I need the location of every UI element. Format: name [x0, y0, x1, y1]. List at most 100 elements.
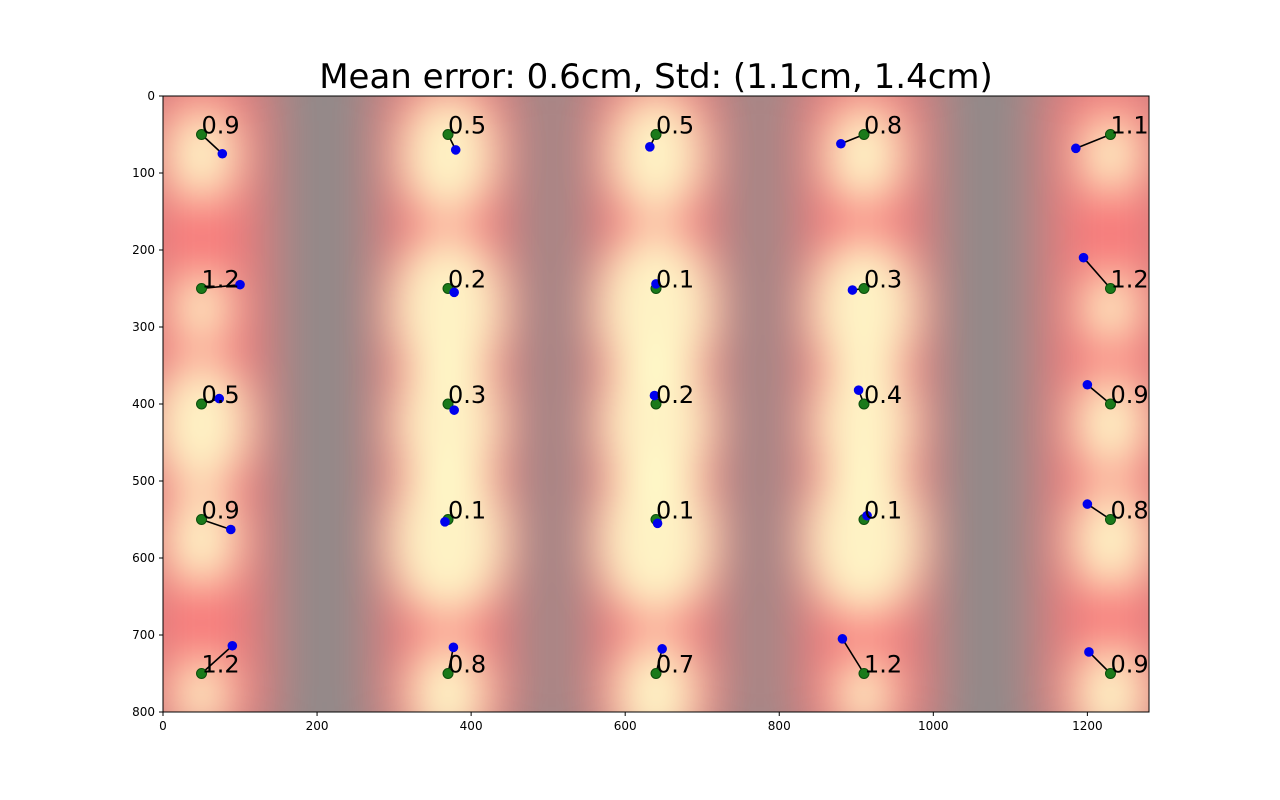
- error-value-label: 0.9: [202, 497, 240, 525]
- predicted-point: [1084, 647, 1094, 657]
- y-tick-label: 800: [132, 705, 155, 719]
- error-line: [841, 638, 865, 674]
- heat-core: [1073, 374, 1148, 474]
- target-point: [858, 668, 870, 679]
- x-tick-label: 1000: [918, 719, 949, 733]
- target-point: [1104, 668, 1116, 679]
- predicted-point: [1078, 252, 1089, 263]
- heat-core: [394, 351, 502, 497]
- target-point: [442, 129, 454, 140]
- error-value-label: 0.2: [656, 381, 694, 409]
- predicted-point: [225, 524, 236, 535]
- heatmap-hotspots: [163, 96, 1149, 712]
- error-value-label: 1.2: [864, 651, 902, 679]
- y-tick-label: 100: [132, 166, 155, 180]
- predicted-point: [652, 518, 663, 529]
- predicted-point: [235, 279, 245, 290]
- error-value-label: 0.3: [448, 381, 486, 409]
- x-tick-label: 600: [614, 719, 637, 733]
- heat-core: [810, 236, 918, 381]
- predicted-point: [853, 385, 864, 395]
- target-point: [196, 668, 208, 679]
- error-value-label: 1.2: [1110, 266, 1148, 294]
- x-tick-label: 400: [460, 719, 483, 733]
- target-point: [858, 129, 870, 140]
- heat-core: [391, 232, 505, 385]
- heat-core: [608, 96, 704, 220]
- x-tick-label: 200: [306, 719, 329, 733]
- target-point: [442, 398, 454, 410]
- predicted-point: [657, 644, 667, 654]
- error-line: [201, 283, 241, 290]
- target-point: [196, 129, 208, 140]
- predicted-point: [1082, 379, 1093, 390]
- heat-core: [596, 228, 716, 389]
- predicted-point: [450, 145, 461, 155]
- heat-core: [804, 459, 924, 620]
- error-value-label: 0.7: [656, 651, 694, 679]
- y-axis-ticks: 0 100 200 300 400 500 600 700 800: [132, 89, 163, 719]
- error-value-label: 0.9: [1110, 381, 1148, 409]
- target-point: [196, 283, 208, 294]
- y-tick-label: 700: [132, 628, 155, 642]
- error-value-label: 0.1: [448, 497, 486, 525]
- error-value-label: 0.9: [1110, 651, 1148, 679]
- heat-core: [173, 655, 230, 712]
- predicted-point: [227, 640, 238, 651]
- x-axis-ticks: 0 200 400 600 800 1000 1200: [159, 712, 1103, 733]
- heat-core: [1082, 270, 1139, 347]
- axes: 0 200 400 600 800 1000 1200 0 100 200 300 400 500 60…: [132, 89, 1150, 733]
- error-value-label: 0.3: [864, 266, 902, 294]
- heat-core: [388, 459, 508, 620]
- error-value-label: 0.8: [448, 651, 486, 679]
- predicted-point: [862, 510, 872, 521]
- error-value-label: 0.5: [202, 381, 240, 409]
- heat-core: [599, 347, 713, 501]
- predicted-point: [651, 279, 661, 289]
- target-point: [858, 283, 870, 294]
- x-tick-label: 0: [159, 719, 167, 733]
- y-tick-label: 600: [132, 551, 155, 565]
- heat-core: [163, 359, 250, 489]
- heat-core: [173, 270, 230, 347]
- y-tick-label: 500: [132, 474, 155, 488]
- predicted-point: [449, 405, 459, 415]
- predicted-point: [847, 285, 858, 295]
- error-line: [1082, 257, 1112, 290]
- y-tick-label: 300: [132, 320, 155, 334]
- predicted-point: [1071, 143, 1081, 154]
- predicted-point: [837, 634, 848, 644]
- error-line: [200, 645, 233, 675]
- error-value-label: 0.5: [656, 112, 694, 140]
- y-tick-label: 400: [132, 397, 155, 411]
- error-value-label: 0.8: [864, 112, 902, 140]
- error-value-label: 1.1: [1110, 112, 1148, 140]
- heat-core: [813, 355, 915, 493]
- error-value-label: 0.1: [864, 497, 902, 525]
- predicted-point: [649, 390, 660, 401]
- target-point: [1104, 129, 1116, 140]
- heat-core: [1070, 486, 1149, 593]
- predicted-point: [836, 138, 846, 149]
- data-marks: [196, 129, 1116, 679]
- error-value-label: 1.2: [202, 651, 240, 679]
- predicted-point: [217, 148, 228, 159]
- heat-core: [824, 101, 904, 208]
- predicted-point: [214, 393, 225, 404]
- heat-core: [164, 104, 239, 205]
- predicted-point: [449, 287, 459, 298]
- heat-core: [835, 655, 893, 712]
- target-point: [1104, 398, 1116, 410]
- target-point: [196, 398, 208, 410]
- target-point: [650, 129, 662, 140]
- error-value-label: 0.8: [1110, 497, 1148, 525]
- target-point: [1104, 283, 1116, 294]
- heat-core: [164, 489, 239, 590]
- predicted-point: [645, 142, 655, 152]
- error-value-label: 0.1: [656, 497, 694, 525]
- heat-core: [400, 96, 497, 220]
- predicted-point: [448, 642, 459, 653]
- predicted-point: [1082, 499, 1093, 509]
- x-tick-label: 1200: [1072, 719, 1103, 733]
